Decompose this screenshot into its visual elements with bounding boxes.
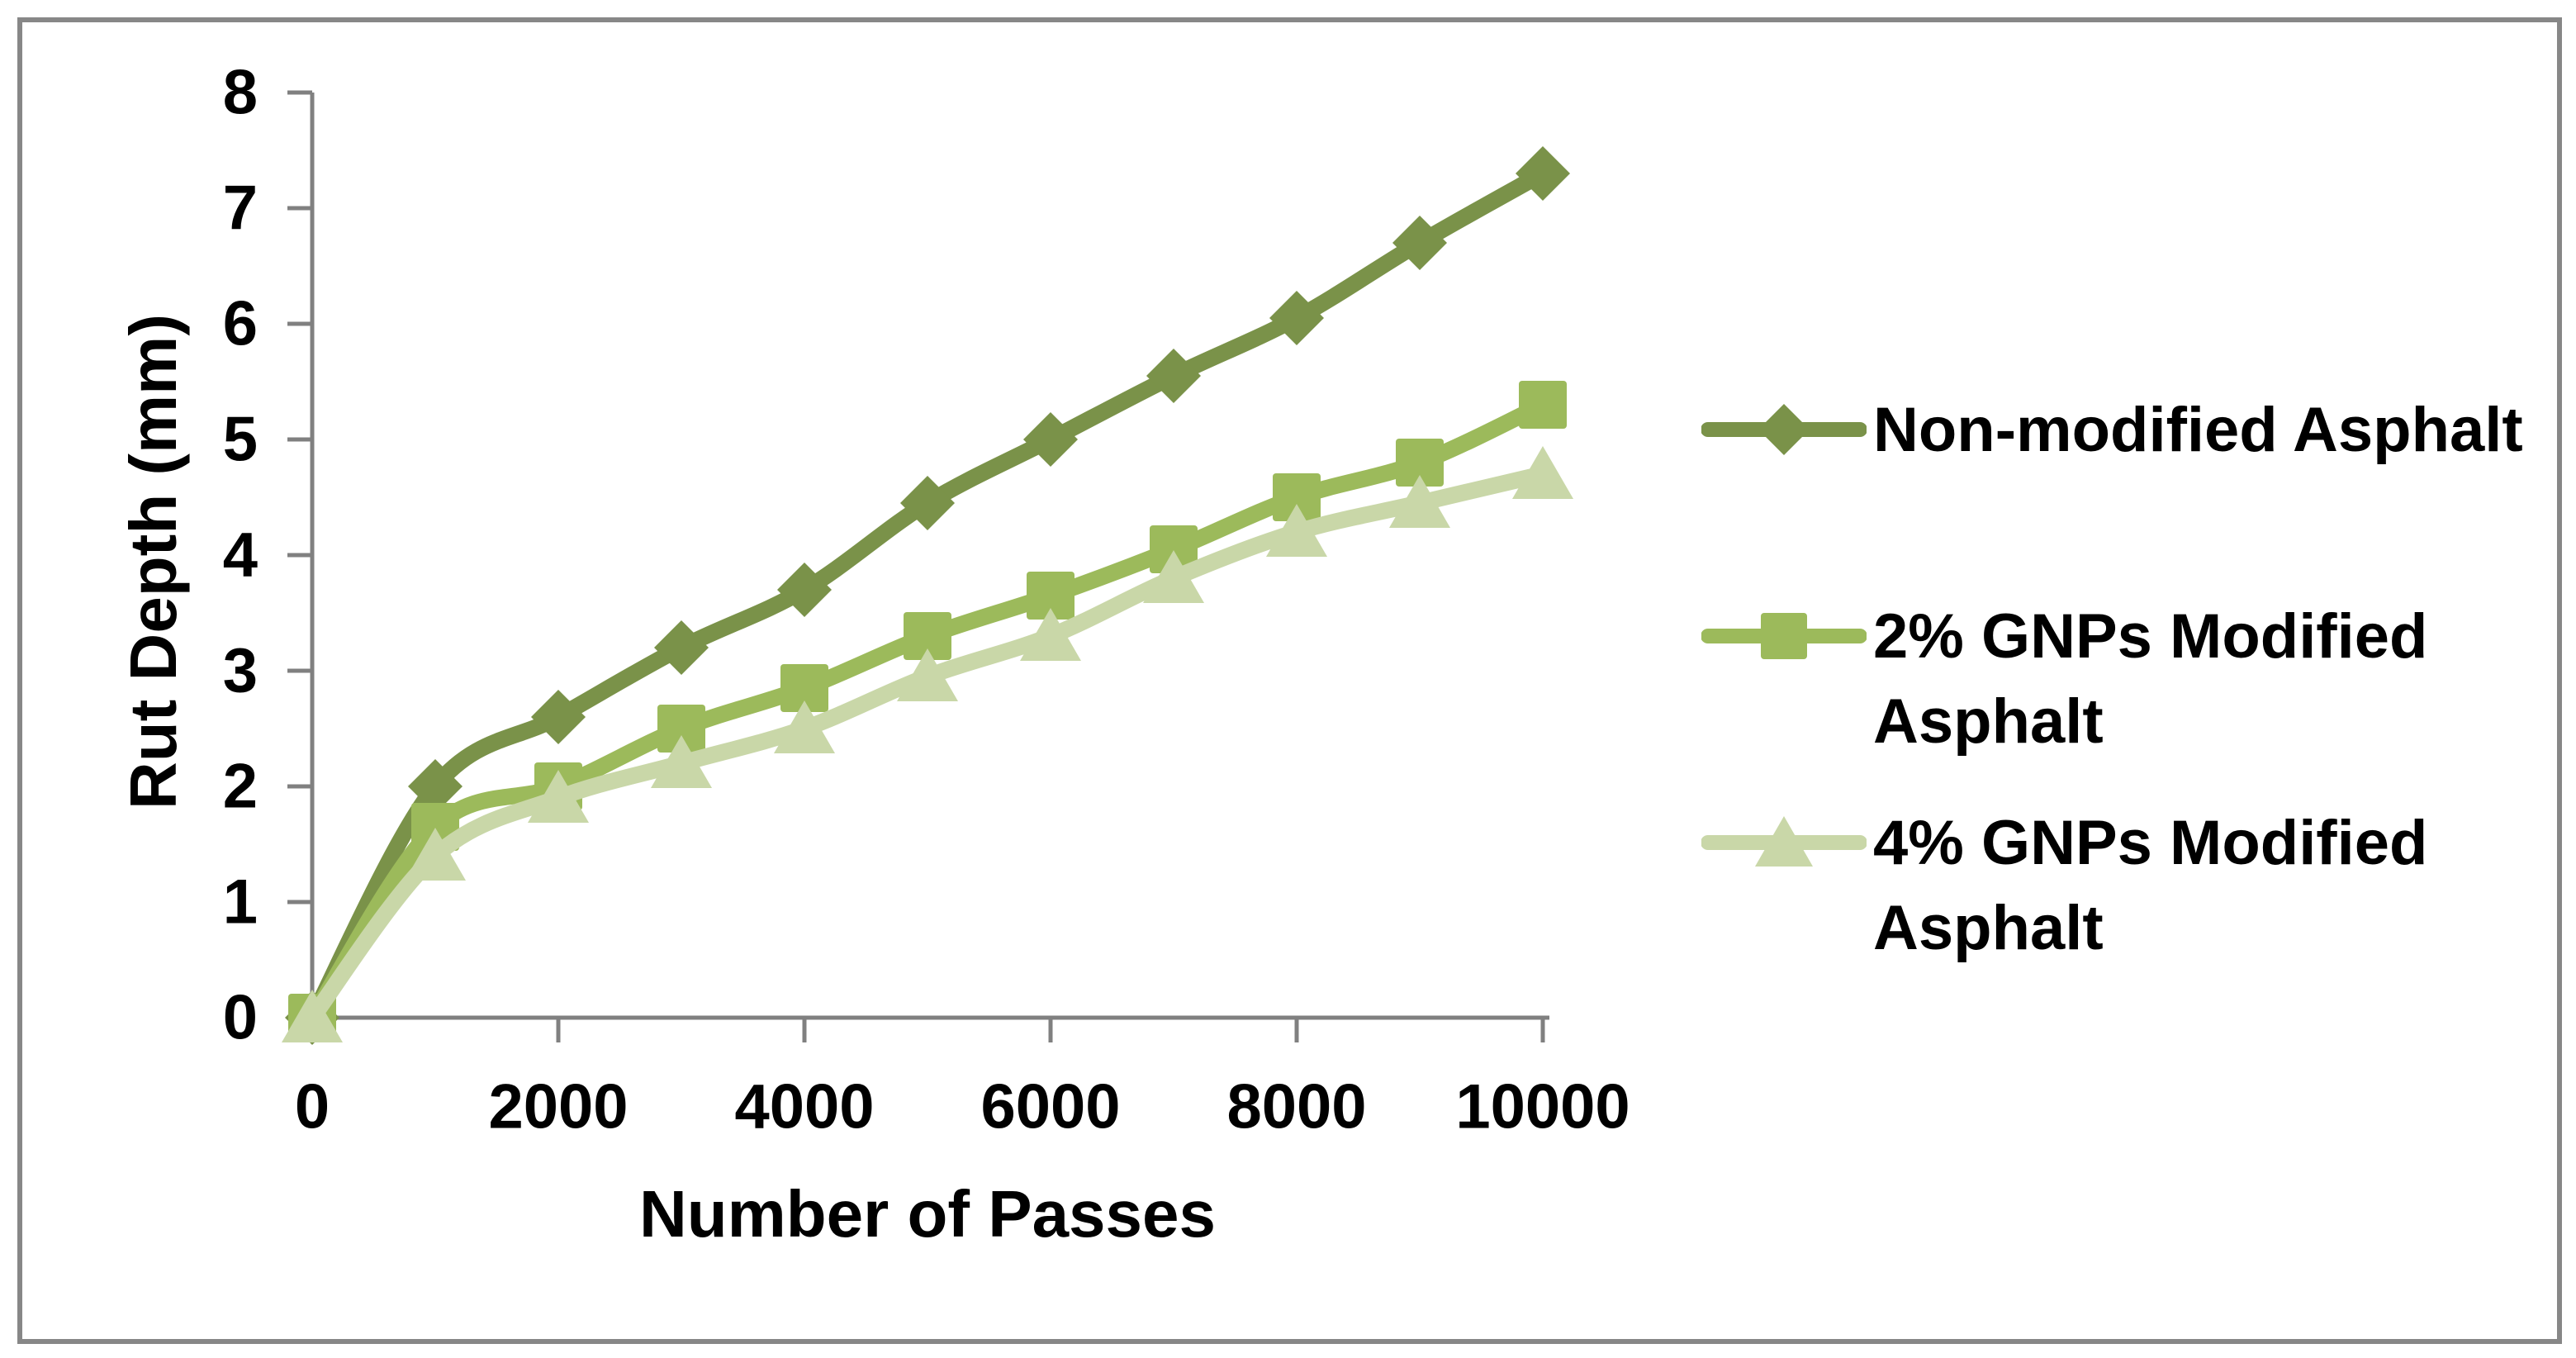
axis-lines [310, 93, 1549, 1020]
y-tick-label: 8 [223, 58, 258, 128]
series-0-marker [1146, 349, 1201, 403]
y-tick-label: 0 [223, 983, 258, 1053]
y-tick-label: 2 [223, 752, 258, 822]
diamond-icon [1758, 404, 1810, 455]
series-0-marker [1516, 146, 1570, 201]
x-tick-label: 2000 [488, 1072, 628, 1142]
series-1-marker [904, 612, 951, 660]
legend: Non-modified Asphalt 2% GNPs Modified Asp… [1701, 0, 2576, 1358]
legend-key-graphic [1701, 613, 1867, 659]
y-tick-label: 4 [223, 520, 258, 591]
x-tick-label: 6000 [980, 1072, 1120, 1142]
legend-marker-square-icon [1701, 594, 1867, 682]
series-0-marker [654, 620, 709, 675]
legend-key-graphic [1701, 404, 1867, 455]
x-tick-label: 8000 [1226, 1072, 1366, 1142]
series-1-marker [1027, 572, 1075, 620]
series-2-marker [1020, 608, 1081, 661]
series-0-marker [777, 563, 832, 617]
series-2-marker [897, 648, 958, 701]
series-1-marker [657, 705, 705, 753]
x-tick-label: 4000 [734, 1072, 874, 1142]
x-tick-label: 10000 [1455, 1072, 1630, 1142]
legend-label-0: Non-modified Asphalt [1873, 395, 2523, 465]
series-1-marker [780, 664, 828, 712]
series-2-marker [651, 735, 712, 788]
series-1-marker [1150, 525, 1198, 573]
y-tick-label: 3 [223, 636, 258, 706]
triangle-icon [1755, 816, 1813, 867]
square-icon [1761, 613, 1807, 659]
y-tick-label: 6 [223, 289, 258, 359]
series-2-marker [774, 700, 835, 753]
series-line-0 [304, 165, 1551, 1026]
legend-item-2: 4% GNPs Modified Asphalt [1701, 800, 2567, 971]
series-0-marker [531, 690, 586, 744]
legend-label-1: 2% GNPs Modified Asphalt [1873, 601, 2428, 757]
legend-item-0: Non-modified Asphalt [1701, 387, 2567, 476]
series-2-marker [1266, 504, 1327, 557]
series-0-marker [1269, 291, 1324, 345]
x-tick-label: 0 [295, 1072, 330, 1142]
legend-key-graphic [1701, 816, 1867, 867]
series-2-marker [282, 990, 343, 1042]
series-2-marker [1143, 550, 1204, 603]
series-2-marker [1389, 475, 1450, 528]
series-2-marker [528, 770, 589, 823]
y-tick-label: 5 [223, 405, 258, 475]
legend-item-1: 2% GNPs Modified Asphalt [1701, 594, 2567, 764]
series-0-marker [900, 476, 955, 530]
y-tick-label: 1 [223, 867, 258, 938]
series-0-marker [1392, 216, 1447, 270]
series-1-marker [1396, 439, 1444, 487]
legend-label-2: 4% GNPs Modified Asphalt [1873, 808, 2428, 963]
y-tick-label: 7 [223, 173, 258, 244]
series-0-marker [1023, 412, 1078, 467]
legend-marker-triangle-icon [1701, 800, 1867, 889]
series-1-marker [1519, 381, 1567, 429]
series-2-marker [405, 828, 466, 881]
series-1-marker [1273, 473, 1321, 521]
chart-outer-border [17, 17, 2562, 1344]
x-axis-title: Number of Passes [638, 1177, 1217, 1251]
legend-marker-diamond-icon [1701, 387, 1867, 476]
series-0-marker [408, 759, 463, 814]
series-2-marker [1512, 446, 1573, 499]
y-axis-title: Rut Depth (mm) [116, 314, 190, 810]
